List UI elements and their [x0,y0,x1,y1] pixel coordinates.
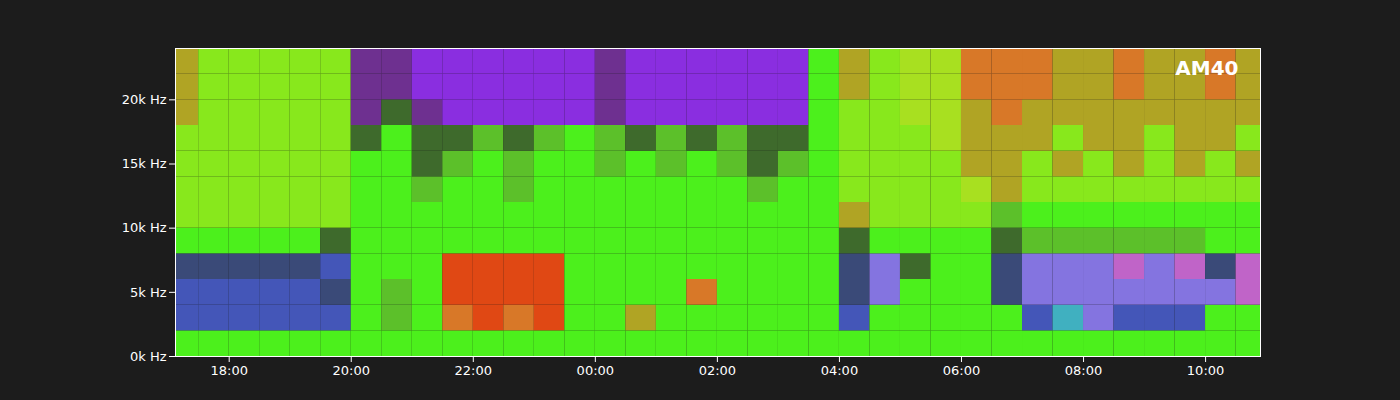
svg-text:02:00: 02:00 [699,363,736,378]
svg-text:5k Hz: 5k Hz [130,284,167,299]
svg-text:20k Hz: 20k Hz [122,92,167,107]
svg-text:10:00: 10:00 [1187,363,1224,378]
svg-text:18:00: 18:00 [210,363,247,378]
svg-text:0k Hz: 0k Hz [130,349,167,364]
svg-text:22:00: 22:00 [455,363,492,378]
svg-text:00:00: 00:00 [577,363,614,378]
svg-text:08:00: 08:00 [1065,363,1102,378]
svg-text:15k Hz: 15k Hz [122,156,167,171]
svg-text:20:00: 20:00 [333,363,370,378]
svg-text:AM40: AM40 [1175,56,1238,80]
svg-text:10k Hz: 10k Hz [122,220,167,235]
svg-text:06:00: 06:00 [943,363,980,378]
svg-text:04:00: 04:00 [821,363,858,378]
